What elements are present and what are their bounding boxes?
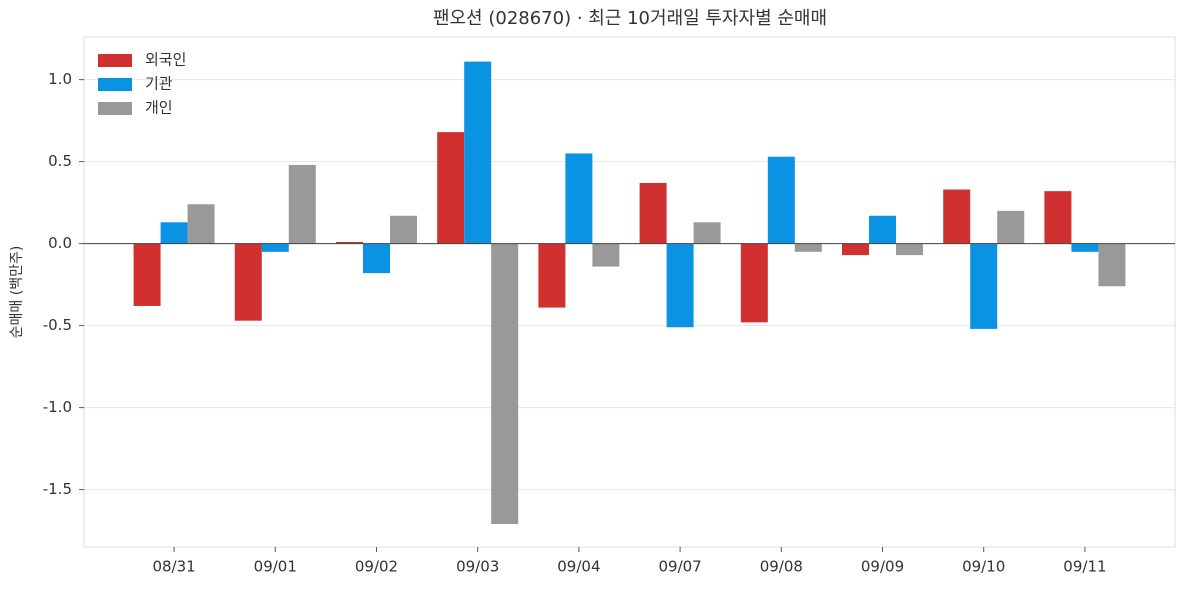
bar [187,204,215,244]
bar [362,243,390,274]
bar [335,241,363,244]
bar [693,222,721,244]
x-tick-label: 09/02 [355,558,398,576]
x-tick-label: 09/08 [760,558,803,576]
y-tick-label: 0.5 [48,152,72,170]
bar [491,243,519,525]
bar [234,243,262,321]
bar [767,156,795,244]
bar [538,243,566,308]
bar [997,210,1025,244]
bar [794,243,822,252]
bar [896,243,924,256]
bar [842,243,870,256]
bar [1098,243,1126,287]
bar [666,243,694,328]
x-tick-label: 09/07 [658,558,701,576]
bar [437,132,465,244]
bar [565,153,593,244]
y-tick-label: -0.5 [43,316,72,334]
bar [740,243,768,323]
y-tick-label: -1.5 [43,480,72,498]
plot-frame [83,36,1176,548]
bar [389,215,417,244]
bar [261,243,289,252]
bar [592,243,620,267]
legend-swatch [98,54,132,67]
bar [464,61,492,244]
x-tick-label: 09/04 [557,558,600,576]
bar [1071,243,1099,252]
bar [160,222,188,244]
bar [288,164,316,244]
x-tick-label: 08/31 [152,558,195,576]
x-tick-label: 09/03 [456,558,499,576]
legend-label: 개인 [145,99,173,117]
x-tick-label: 09/10 [962,558,1005,576]
y-tick-label: 0.0 [48,234,72,252]
y-tick-label: -1.0 [43,398,72,416]
legend-swatch [98,78,132,91]
bar [639,182,667,244]
bar [869,215,897,244]
bar [943,189,971,244]
bar [1044,191,1072,244]
legend-label: 기관 [145,75,173,93]
bar [970,243,998,329]
x-tick-label: 09/01 [254,558,297,576]
x-tick-label: 09/11 [1063,558,1106,576]
y-tick-label: 1.0 [48,70,72,88]
x-tick-label: 09/09 [861,558,904,576]
legend-label: 외국인 [145,51,186,69]
chart-title: 팬오션 (028670) · 최근 10거래일 투자자별 순매매 [433,8,827,29]
legend-swatch [98,102,132,115]
bar [133,243,161,306]
y-axis-label: 순매매 (백만주) [9,246,25,339]
